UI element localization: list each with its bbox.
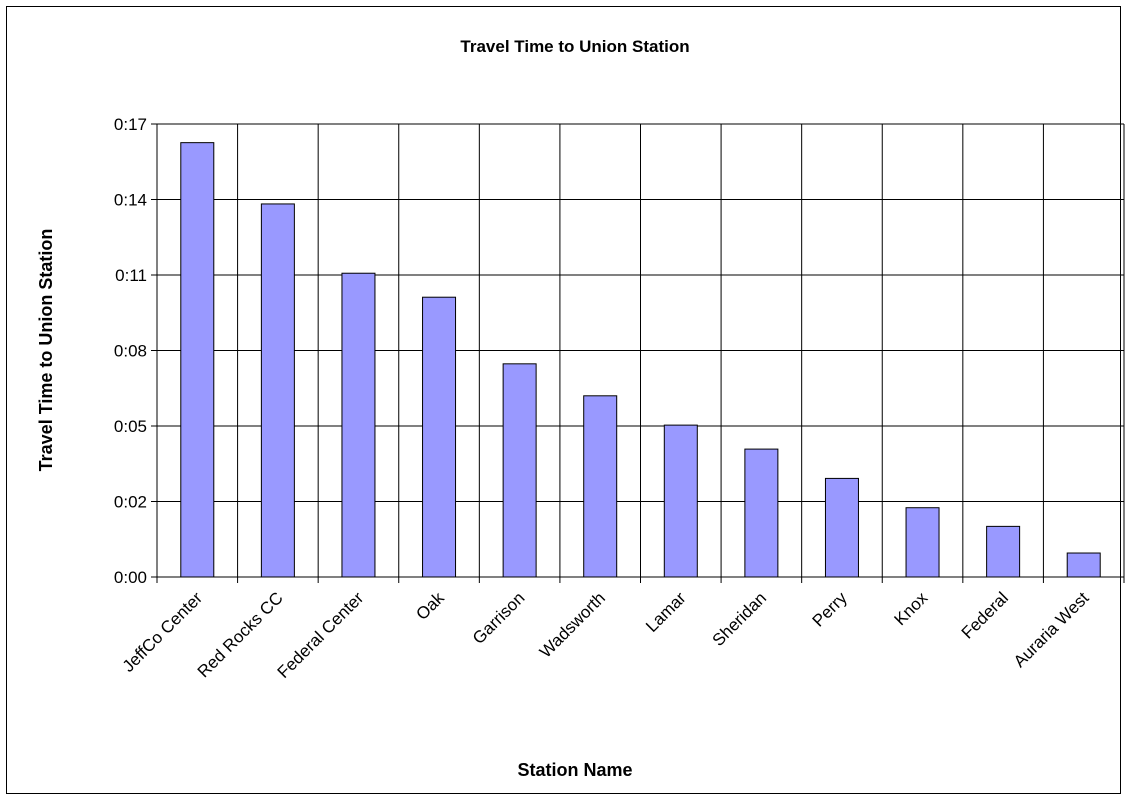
bar-sheridan <box>744 448 779 578</box>
x-tick-label: Auraria West <box>1010 588 1093 671</box>
bar-knox <box>905 507 940 578</box>
x-tick-label: JeffCo Center <box>119 588 207 676</box>
bar-red-rocks-cc <box>260 203 295 578</box>
y-tick-label: 0:02 <box>114 493 147 512</box>
bar-garrison <box>502 363 537 578</box>
y-tick-label: 0:17 <box>114 115 147 134</box>
x-tick-label: Federal Center <box>274 588 368 682</box>
y-tick-label: 0:11 <box>115 266 147 285</box>
bar-federal-center <box>341 272 376 578</box>
x-tick-label: Lamar <box>642 588 690 636</box>
y-tick-label: 0:00 <box>114 568 147 587</box>
y-tick-label: 0:05 <box>114 417 147 436</box>
x-tick-label: Red Rocks CC <box>194 588 287 681</box>
bar-federal <box>986 525 1021 578</box>
y-tick-labels: 0:00 0:02 0:05 0:08 0:11 0:14 0:17 <box>114 115 147 587</box>
bar-oak <box>422 296 457 578</box>
x-tick-label: Oak <box>412 588 448 624</box>
x-axis-title: Station Name <box>517 760 632 780</box>
bars <box>180 142 1101 578</box>
y-axis-title: Travel Time to Union Station <box>36 229 56 472</box>
chart-title: Travel Time to Union Station <box>460 37 689 56</box>
bar-jeffco-center <box>180 142 215 578</box>
grid-lines <box>157 123 1125 578</box>
bar-wadsworth <box>583 395 618 578</box>
x-tick-label: Knox <box>891 588 932 629</box>
bar-auraria-west <box>1066 552 1101 578</box>
bar-lamar <box>663 424 698 578</box>
x-tick-label: Garrison <box>469 588 529 648</box>
axes <box>151 123 1125 583</box>
x-tick-label: Wadsworth <box>536 588 609 661</box>
y-tick-label: 0:14 <box>114 190 147 209</box>
y-tick-label: 0:08 <box>114 342 147 361</box>
x-tick-label: Sheridan <box>709 588 771 650</box>
x-tick-label: Federal <box>958 588 1012 642</box>
bar-perry <box>824 477 859 578</box>
x-tick-label: Perry <box>809 588 852 631</box>
